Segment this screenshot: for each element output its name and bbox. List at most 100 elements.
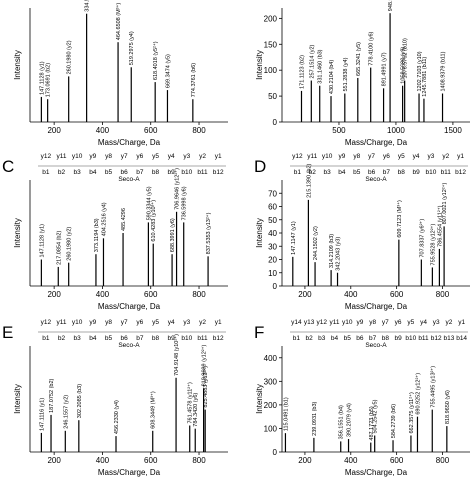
- b-ion: b12: [455, 169, 466, 176]
- b-ion: b12: [431, 335, 442, 342]
- x-tick-label: 600: [144, 456, 158, 465]
- peak-label: 147.1128 (y1): [39, 224, 45, 258]
- y-ion: y2: [445, 319, 452, 326]
- b-ion: b2: [305, 335, 313, 342]
- y-ion: y7: [368, 153, 375, 160]
- b-ion: b1: [42, 169, 50, 176]
- y-tick-label: 20: [268, 256, 277, 265]
- b-ion: b10: [405, 335, 416, 342]
- peak-label: 786.4554 (y11²⁺): [436, 205, 443, 246]
- b-ion: b6: [368, 169, 376, 176]
- peak-label: 456.2330 (y4): [114, 400, 120, 434]
- y-ion: y6: [136, 319, 143, 326]
- y-ion: y10: [72, 319, 83, 326]
- b-ion: b4: [89, 335, 97, 342]
- x-axis-label: Mass/Charge, Da: [98, 302, 161, 311]
- x-axis-label: Mass/Charge, Da: [345, 302, 408, 311]
- peak-label: 608.3449 (M³⁺): [150, 391, 157, 429]
- y-tick-label: 300: [264, 377, 278, 386]
- y-ion: y10: [342, 319, 353, 326]
- peak-label: 147.1116 (y1): [39, 398, 45, 431]
- b-ion: b5: [105, 169, 113, 176]
- b-ion: b7: [383, 169, 391, 176]
- x-axis-label: Mass/Charge, Da: [345, 468, 408, 477]
- y-ion: y12: [292, 153, 303, 160]
- x-tick-label: 800: [192, 290, 206, 299]
- y-tick-label: 0: [273, 118, 278, 127]
- b-ion: b11: [197, 169, 208, 176]
- peak-label: 891.4991 (y7): [382, 52, 388, 86]
- y-ion: y6: [395, 319, 402, 326]
- peak-label: 244.1502 (y2): [313, 226, 319, 260]
- peak-label: 584.2739 (b6): [391, 404, 397, 438]
- peak-label: 239.0931 (b3): [312, 401, 318, 435]
- peak-label: 690.9252 (y12²⁺): [414, 373, 421, 415]
- panel-letter: E: [2, 323, 13, 342]
- b-ion: b8: [382, 335, 390, 342]
- b-ion: b3: [74, 169, 82, 176]
- peak-label: 464.6508 (M³⁺): [115, 3, 122, 41]
- y-ion: y8: [105, 319, 112, 326]
- peak-label: 704.9148 (y10²⁺): [173, 334, 180, 376]
- b-ion: b10: [181, 169, 192, 176]
- x-tick-label: 600: [390, 290, 404, 299]
- y-ion: y8: [369, 319, 376, 326]
- peak-label: 784.3420 (y6): [193, 393, 199, 427]
- b-ion: b9: [394, 335, 402, 342]
- y-ion: y12: [41, 153, 52, 160]
- b-ion: b9: [168, 169, 176, 176]
- b-ion: b1: [293, 335, 301, 342]
- x-tick-label: 600: [390, 456, 404, 465]
- y-ion: y1: [458, 319, 465, 326]
- x-tick-label: 600: [144, 126, 158, 135]
- b-ion: b8: [398, 169, 406, 176]
- y-ion: y11: [57, 153, 67, 160]
- peak-label: 390.2079 (y4): [347, 403, 353, 437]
- peak-label: 334.5344: [85, 0, 91, 12]
- b-ion: b2: [58, 169, 66, 176]
- y-tick-label: 50: [268, 216, 277, 225]
- y-ion: y2: [199, 153, 206, 160]
- y-tick-label: 150: [264, 40, 278, 49]
- y-ion: y6: [383, 153, 390, 160]
- y-ion: y8: [105, 153, 112, 160]
- peak-label: 246.1557 (y2): [63, 395, 69, 429]
- b-ion: b2: [309, 169, 317, 176]
- y-tick-label: 200: [264, 14, 278, 23]
- y-tick-label: 200: [264, 401, 278, 410]
- peak-label: 302.2085 (b3): [77, 384, 83, 418]
- b-ion: b9: [168, 335, 176, 342]
- y-ion: y1: [215, 319, 222, 326]
- b-ion: b6: [356, 335, 364, 342]
- peak-label: 215.1390 (b2): [306, 163, 312, 197]
- y-ion: y12: [317, 319, 328, 326]
- peak-label: 707.8337 (y6²⁺): [418, 219, 425, 258]
- x-axis-label: Mass/Charge, Da: [98, 468, 161, 477]
- x-tick-label: 400: [96, 126, 110, 135]
- peak-label: 404.2516 (y4): [101, 202, 107, 236]
- y-ion: y3: [427, 153, 434, 160]
- y-ion: y6: [136, 153, 143, 160]
- y-ion: y7: [382, 319, 389, 326]
- y-ion: y11: [57, 319, 67, 326]
- b-ion: b7: [369, 335, 377, 342]
- b-ion: b10: [181, 335, 192, 342]
- y-axis-label: Intensity: [255, 50, 264, 80]
- seco-label: Seco-A: [118, 342, 140, 349]
- peak-label: 1408.9379 (b11): [441, 51, 447, 91]
- y-ion: y9: [356, 319, 363, 326]
- b-ion: b13: [443, 335, 454, 342]
- y-ion: y5: [152, 319, 159, 326]
- x-tick-label: 200: [298, 290, 312, 299]
- b-ion: b7: [136, 335, 144, 342]
- peak-label: 837.5353 (y13²⁺): [205, 212, 212, 254]
- peak-label: 257.1514 (y2): [309, 44, 315, 78]
- y-tick-label: 70: [268, 189, 277, 198]
- b-ion: b1: [42, 335, 50, 342]
- peak-label: 519.2975 (y4): [129, 31, 135, 65]
- seco-label: Seco-A: [365, 176, 387, 183]
- peak-label: 736.5998 (y6): [182, 186, 188, 220]
- y-tick-label: 40: [268, 229, 277, 238]
- x-tick-label: 800: [436, 290, 450, 299]
- peak-label: 173.0691 (b2): [46, 63, 52, 97]
